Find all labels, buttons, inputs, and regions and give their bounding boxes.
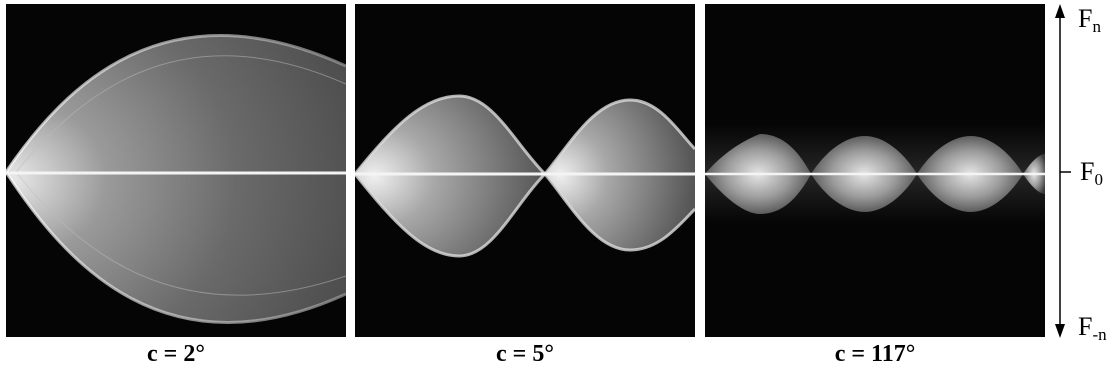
- caption-c2: c = 2°: [147, 341, 205, 367]
- lobe-c2: [6, 35, 346, 323]
- spectrogram-c2-image: [6, 34, 346, 324]
- spectrogram-panel-c117: [705, 4, 1045, 337]
- spectrogram-panel-c5: [355, 4, 695, 337]
- axis-label-f-n: F-n: [1078, 312, 1107, 344]
- arrow-up-icon: [1055, 4, 1065, 18]
- spectrogram-c117-image: [705, 124, 1045, 224]
- axis-label-fn: Fn: [1078, 4, 1101, 36]
- frequency-axis-arrow: [1055, 4, 1071, 338]
- axis-label-f0: F0: [1080, 157, 1103, 189]
- spectrogram-c5-image: [355, 94, 695, 258]
- lobe-c5-1: [355, 96, 545, 256]
- caption-c5: c = 5°: [496, 341, 554, 367]
- arrow-down-icon: [1055, 324, 1065, 338]
- caption-c117: c = 117°: [834, 341, 916, 367]
- spectrogram-panel-c2: [6, 4, 346, 337]
